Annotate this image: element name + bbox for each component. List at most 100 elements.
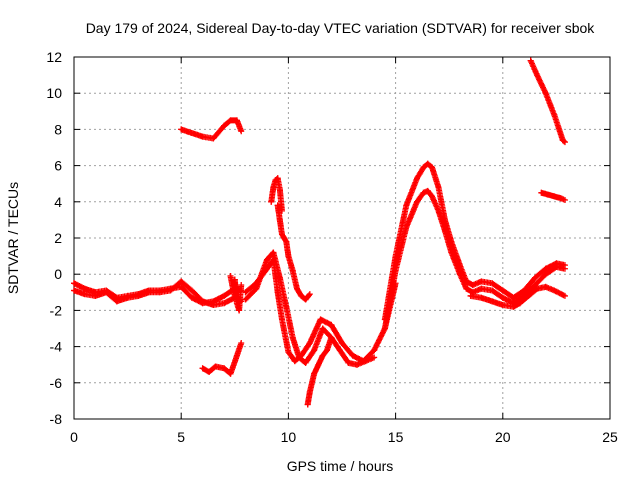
data-point bbox=[233, 117, 240, 124]
data-point bbox=[167, 287, 174, 294]
data-point bbox=[212, 363, 219, 370]
series-track-mid-right bbox=[538, 189, 568, 203]
data-point bbox=[199, 133, 206, 140]
data-point bbox=[538, 189, 545, 196]
data-point bbox=[448, 249, 455, 256]
data-point bbox=[534, 72, 541, 79]
data-point bbox=[276, 274, 283, 281]
data-point bbox=[534, 285, 541, 292]
series-track-spike-stem bbox=[274, 202, 313, 303]
data-point bbox=[178, 126, 185, 133]
data-point bbox=[263, 256, 270, 263]
data-point bbox=[227, 273, 234, 280]
y-tick-label: 2 bbox=[54, 230, 62, 246]
data-point bbox=[328, 321, 335, 328]
data-point bbox=[278, 316, 285, 323]
series-track-lower-left bbox=[199, 339, 245, 377]
data-point bbox=[345, 359, 352, 366]
data-point bbox=[510, 303, 517, 310]
data-point bbox=[403, 202, 410, 209]
data-point bbox=[227, 117, 234, 124]
data-point bbox=[221, 292, 228, 299]
data-point bbox=[531, 282, 538, 289]
series-track-spike bbox=[268, 175, 285, 214]
data-point bbox=[463, 285, 470, 292]
data-point bbox=[499, 301, 506, 308]
data-point bbox=[293, 285, 300, 292]
data-point bbox=[81, 285, 88, 292]
data-point bbox=[270, 184, 277, 191]
data-point bbox=[414, 198, 421, 205]
data-point bbox=[274, 175, 281, 182]
data-point bbox=[253, 285, 260, 292]
data-point bbox=[561, 196, 568, 203]
data-point bbox=[188, 287, 195, 294]
data-point bbox=[291, 358, 298, 365]
x-tick-label: 5 bbox=[177, 429, 185, 445]
data-point bbox=[178, 283, 185, 290]
data-point bbox=[467, 292, 474, 299]
data-point bbox=[71, 287, 77, 294]
data-point bbox=[242, 289, 249, 296]
data-point bbox=[489, 280, 496, 287]
data-point bbox=[527, 57, 534, 64]
y-axis-title: SDTVAR / TECUs bbox=[5, 182, 21, 294]
data-point bbox=[542, 265, 549, 272]
data-point bbox=[420, 189, 427, 196]
data-point bbox=[276, 216, 283, 223]
data-point bbox=[525, 292, 532, 299]
data-point bbox=[311, 370, 318, 377]
data-point bbox=[557, 195, 564, 202]
data-point bbox=[236, 307, 243, 314]
data-point bbox=[469, 282, 476, 289]
data-point bbox=[349, 352, 356, 359]
series-track-upper-right bbox=[527, 57, 568, 146]
data-point bbox=[268, 198, 275, 205]
data-point bbox=[283, 303, 290, 310]
data-point bbox=[551, 111, 558, 118]
data-point bbox=[298, 292, 305, 299]
data-point bbox=[304, 401, 311, 408]
data-point bbox=[544, 191, 551, 198]
data-point bbox=[103, 289, 110, 296]
data-point bbox=[156, 289, 163, 296]
data-point bbox=[178, 278, 185, 285]
series-track-left-vertical bbox=[227, 273, 245, 314]
data-point bbox=[381, 325, 388, 332]
series-trail bbox=[71, 278, 243, 308]
data-point bbox=[521, 287, 528, 294]
series-track-main-2 bbox=[71, 278, 245, 308]
data-point bbox=[306, 388, 313, 395]
data-point bbox=[306, 291, 313, 298]
data-point bbox=[231, 276, 238, 283]
data-point bbox=[561, 292, 568, 299]
data-point bbox=[371, 347, 378, 354]
y-tick-label: -8 bbox=[50, 411, 63, 427]
data-point bbox=[478, 278, 485, 285]
series-trail bbox=[242, 249, 376, 368]
series-track-rise-1 bbox=[381, 160, 568, 323]
y-tick-label: 6 bbox=[54, 158, 62, 174]
data-point bbox=[414, 175, 421, 182]
data-point bbox=[289, 267, 296, 274]
data-point bbox=[199, 365, 206, 372]
grid bbox=[74, 57, 610, 419]
data-point bbox=[478, 294, 485, 301]
x-tick-label: 0 bbox=[70, 429, 78, 445]
data-point bbox=[499, 294, 506, 301]
data-marks bbox=[71, 57, 568, 408]
data-point bbox=[199, 298, 206, 305]
data-point bbox=[285, 253, 292, 260]
series-track-lower-right bbox=[467, 283, 568, 310]
y-tick-label: 12 bbox=[46, 49, 62, 65]
data-point bbox=[319, 352, 326, 359]
data-point bbox=[551, 287, 558, 294]
data-point bbox=[315, 361, 322, 368]
data-point bbox=[317, 316, 324, 323]
series-track-rise-2 bbox=[381, 187, 568, 332]
y-tick-label: -2 bbox=[50, 302, 63, 318]
y-tick-label: 8 bbox=[54, 121, 62, 137]
data-point bbox=[302, 359, 309, 366]
data-point bbox=[285, 349, 292, 356]
data-point bbox=[441, 227, 448, 234]
